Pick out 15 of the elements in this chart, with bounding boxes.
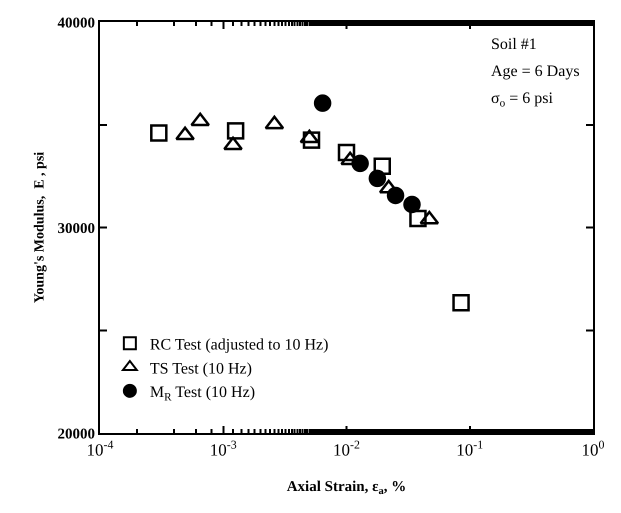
legend-label: TS Test (10 Hz) — [150, 360, 252, 378]
annotation: σ$_{o}$ = 6 psi — [491, 90, 554, 110]
annotation: Soil #1 — [491, 36, 537, 53]
legend-label: M$_{R}$ Test (10 Hz) — [150, 384, 256, 404]
annotation: Age = 6 Days — [491, 63, 580, 80]
y-tick-label: 20000 — [58, 426, 95, 442]
x-tick-label: 10$^{-3}$ — [210, 437, 237, 460]
y-tick-label: 30000 — [58, 220, 95, 237]
x-tick-label: 10$^{-1}$ — [456, 437, 484, 460]
x-tick-label: 10$^{0}$ — [582, 437, 605, 460]
y-axis-title: Young's Modulus, E , psi — [32, 152, 48, 304]
y-tick-label: 40000 — [58, 15, 95, 32]
x-axis-title: Axial Strain, ε$_{a}$, % — [286, 478, 406, 498]
x-tick-label: 10$^{-2}$ — [333, 437, 360, 460]
legend-label: RC Test (adjusted to 10 Hz) — [150, 336, 328, 354]
